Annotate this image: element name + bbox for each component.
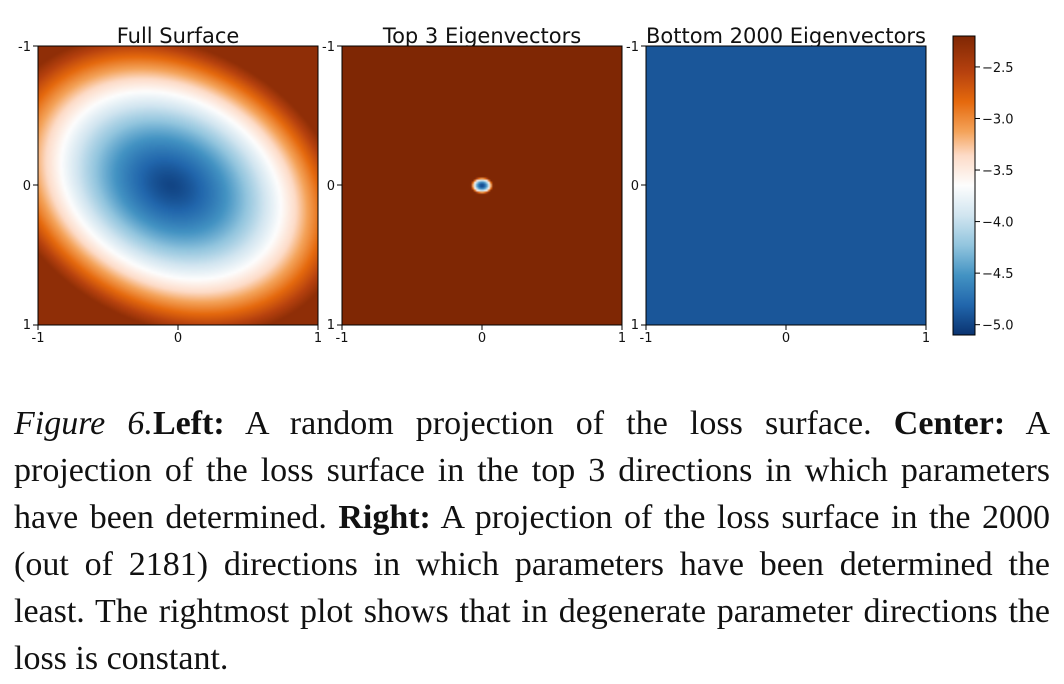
y-tick-label: 0 xyxy=(23,179,31,194)
caption-left-heading: Left: xyxy=(152,405,225,442)
y-tick-label: -1 xyxy=(18,40,31,55)
caption-right-heading: Right: xyxy=(338,499,431,536)
colorbar-tick-label: −4.5 xyxy=(982,267,1014,282)
panel-top-3-eigenvectors: Top 3 Eigenvectors -1 0 1 -1 0 1 xyxy=(322,24,626,346)
panel-title: Top 3 Eigenvectors xyxy=(382,24,581,48)
caption-label: Figure 6. xyxy=(14,405,153,442)
panel-title: Full Surface xyxy=(117,24,240,48)
y-tick-label: 0 xyxy=(327,179,335,194)
figure: Full Surface -1 0 1 -1 0 1 Top 3 Eigenve… xyxy=(18,24,1014,346)
x-tick-label: 0 xyxy=(174,331,182,346)
x-tick-label: 0 xyxy=(782,331,790,346)
colorbar-gradient xyxy=(952,35,976,336)
x-tick-label: 1 xyxy=(314,331,322,346)
panel-bottom-2000-eigenvectors: Bottom 2000 Eigenvectors -1 0 1 -1 0 1 xyxy=(626,24,930,346)
colorbar-tick-label: −5.0 xyxy=(982,319,1014,334)
panel-title: Bottom 2000 Eigenvectors xyxy=(646,24,926,48)
colorbar-tick-label: −3.0 xyxy=(982,112,1014,127)
y-tick-label: -1 xyxy=(322,40,335,55)
x-tick-label: 1 xyxy=(618,331,626,346)
x-tick-label: 0 xyxy=(478,331,486,346)
figure-caption: Figure 6.Left: A random projection of th… xyxy=(14,400,1050,682)
y-tick-label: 1 xyxy=(327,318,335,333)
x-tick-label: -1 xyxy=(336,331,349,346)
x-tick-label: 1 xyxy=(922,331,930,346)
colorbar: −2.5 −3.0 −3.5 −4.0 −4.5 −5.0 xyxy=(952,35,1014,336)
x-tick-label: -1 xyxy=(32,331,45,346)
colorbar-tick-label: −3.5 xyxy=(982,164,1014,179)
panel-full-surface: Full Surface -1 0 1 -1 0 1 xyxy=(18,24,322,346)
heatmap-image xyxy=(646,46,926,325)
heatmap-image xyxy=(342,46,622,325)
y-tick-label: 1 xyxy=(23,318,31,333)
x-tick-label: -1 xyxy=(640,331,653,346)
y-tick-label: 0 xyxy=(631,179,639,194)
y-tick-label: -1 xyxy=(626,40,639,55)
caption-left-text: A random projection of the loss surface. xyxy=(224,405,894,442)
y-tick-label: 1 xyxy=(631,318,639,333)
caption-center-heading: Center: xyxy=(893,405,1006,442)
colorbar-tick-label: −2.5 xyxy=(982,61,1014,76)
heatmap-image xyxy=(38,46,318,325)
caption-center-text: A projection of the loss surface in the … xyxy=(14,405,1051,536)
colorbar-tick-label: −4.0 xyxy=(982,216,1014,231)
caption-right-text: A projection of the loss surface in the … xyxy=(14,499,1051,677)
